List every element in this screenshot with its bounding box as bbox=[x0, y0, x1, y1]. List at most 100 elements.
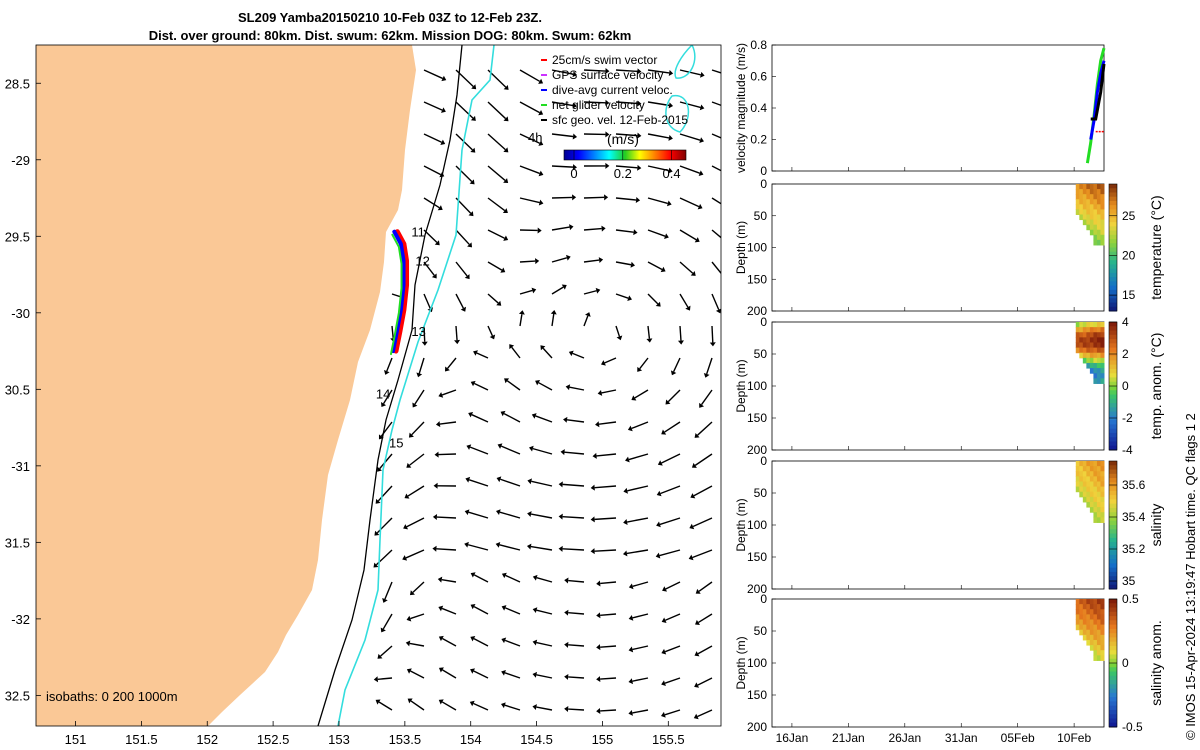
velocity-arrow bbox=[500, 478, 521, 487]
velocity-arrowhead bbox=[561, 284, 567, 290]
velocity-arrowhead bbox=[690, 270, 696, 276]
colorbar-segment bbox=[1109, 205, 1117, 210]
colorbar-segment bbox=[1109, 512, 1117, 517]
velocity-arrow bbox=[647, 325, 651, 339]
profile-cell bbox=[1093, 496, 1098, 503]
velocity-arrowhead bbox=[596, 676, 601, 683]
velocity-arrow bbox=[564, 451, 585, 455]
velocity-arrowhead bbox=[550, 310, 557, 315]
colorbar-segment bbox=[1109, 641, 1117, 647]
colorbar-segment bbox=[1109, 217, 1117, 223]
velocity-arrow bbox=[647, 101, 670, 107]
colorbar-segment bbox=[1109, 473, 1117, 479]
velocity-arrowhead bbox=[600, 360, 606, 366]
profile-cell bbox=[1086, 614, 1091, 620]
colorbar-segment bbox=[1109, 628, 1117, 634]
profile-cell bbox=[1075, 204, 1080, 210]
velocity-arrowhead bbox=[532, 607, 538, 614]
profile-cell bbox=[1100, 368, 1105, 374]
profile-cell bbox=[1096, 491, 1101, 498]
profile-cell bbox=[1093, 378, 1098, 384]
profile-cell bbox=[1089, 507, 1094, 513]
colorbar-segment bbox=[1109, 243, 1117, 248]
profile-cell bbox=[1096, 481, 1101, 488]
profile-cell bbox=[1082, 466, 1087, 472]
profile-cell bbox=[1086, 219, 1091, 226]
profile-cell bbox=[1093, 337, 1098, 343]
profile-cell bbox=[1100, 219, 1105, 226]
profile-cell bbox=[1093, 501, 1098, 508]
velocity-arrow bbox=[438, 453, 457, 456]
profile-cell bbox=[1082, 342, 1087, 349]
velocity-arrow bbox=[627, 485, 649, 492]
velocity-arrowhead bbox=[469, 700, 475, 707]
profile-cell bbox=[1100, 507, 1105, 513]
profile-cell bbox=[1093, 189, 1098, 195]
colorbar-segment bbox=[1109, 529, 1117, 535]
profile-cell bbox=[1093, 466, 1098, 472]
profile-cell bbox=[1079, 486, 1084, 493]
profile-cell bbox=[1089, 347, 1094, 354]
colorbar-segment bbox=[1109, 403, 1117, 408]
profile-cell bbox=[1075, 466, 1080, 472]
velocity-arrowhead bbox=[662, 586, 667, 592]
colorbar-segment bbox=[1109, 567, 1117, 573]
velocity-arrowhead bbox=[596, 644, 601, 651]
profile-cell bbox=[1079, 194, 1084, 200]
velocity-arrowhead bbox=[596, 612, 601, 619]
map-frame bbox=[35, 44, 722, 727]
profile-cell bbox=[1093, 327, 1098, 333]
colorbar-segment bbox=[1109, 671, 1117, 677]
velocity-arrow bbox=[583, 259, 600, 263]
velocity-arrowhead bbox=[627, 425, 633, 432]
velocity-arrow bbox=[505, 607, 521, 615]
velocity-arrow bbox=[667, 389, 681, 403]
profile-cell bbox=[1075, 199, 1080, 205]
velocity-arrow bbox=[698, 613, 713, 624]
profile-cell bbox=[1082, 209, 1087, 215]
glider-net-track bbox=[389, 233, 403, 356]
velocity-arrowhead bbox=[377, 466, 382, 472]
colorbar-segment bbox=[1109, 272, 1117, 278]
velocity-arrowhead bbox=[572, 194, 577, 201]
colorbar-tick-label: 0.4 bbox=[663, 166, 681, 181]
profile-panel-frame bbox=[771, 598, 1105, 728]
profile-cell bbox=[1100, 322, 1105, 328]
velocity-arrowhead bbox=[381, 402, 387, 408]
velocity-arrow bbox=[572, 352, 585, 359]
profile-cell bbox=[1089, 209, 1094, 215]
colorbar-segment bbox=[1109, 701, 1117, 707]
profile-cell bbox=[1086, 624, 1091, 631]
profile-cell bbox=[1100, 655, 1105, 661]
title-line-2: Dist. over ground: 80km. Dist. swum: 62k… bbox=[148, 28, 632, 43]
velocity-arrow bbox=[519, 260, 536, 263]
colorbar-segment bbox=[1109, 411, 1117, 417]
profile-cell bbox=[1089, 624, 1094, 631]
velocity-arrow bbox=[562, 483, 585, 487]
velocity-arrowhead bbox=[432, 545, 437, 552]
profile-cell bbox=[1096, 501, 1101, 508]
velocity-arrowhead bbox=[635, 197, 641, 203]
profile-cell bbox=[1100, 204, 1105, 210]
velocity-arrow bbox=[441, 389, 457, 396]
profile-cell bbox=[1075, 471, 1080, 477]
profile-cell bbox=[1082, 471, 1087, 477]
velocity-arrow bbox=[423, 101, 443, 111]
profile-heatmap bbox=[1075, 461, 1105, 523]
velocity-arrow bbox=[530, 545, 553, 551]
velocity-series-line bbox=[1090, 63, 1106, 121]
profile-y-tick-label: 100 bbox=[747, 656, 767, 670]
velocity-arrow bbox=[698, 581, 713, 592]
profile-cell bbox=[1082, 322, 1087, 328]
colorbar-segment bbox=[1109, 520, 1117, 526]
profile-cell bbox=[1075, 342, 1080, 349]
profile-cell bbox=[1093, 322, 1098, 328]
velocity-arrowhead bbox=[597, 389, 603, 396]
profile-cell bbox=[1100, 517, 1105, 523]
velocity-arrowhead bbox=[655, 301, 661, 307]
colorbar-segment bbox=[1109, 718, 1117, 724]
profile-cell bbox=[1100, 373, 1105, 379]
velocity-arrow bbox=[473, 574, 489, 583]
profile-cell bbox=[1100, 629, 1105, 636]
profile-colorbar-label: temp. anom. (°C) bbox=[1148, 333, 1164, 440]
